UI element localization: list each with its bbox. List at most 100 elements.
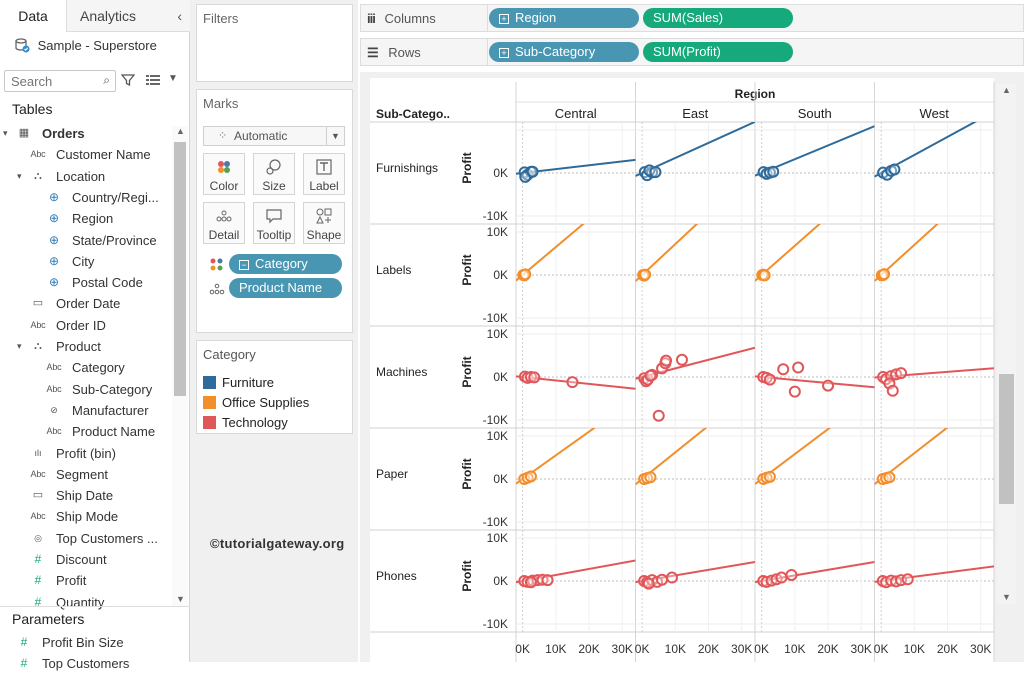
- category-color-pill[interactable]: − Category: [229, 254, 342, 274]
- scatter-point[interactable]: [758, 269, 771, 282]
- scatter-point[interactable]: [524, 470, 537, 483]
- color-button[interactable]: Color: [203, 153, 245, 195]
- scatter-point[interactable]: [895, 367, 908, 380]
- filters-card[interactable]: Filters: [196, 4, 353, 82]
- view-scrollbar[interactable]: ▲ ▼: [997, 84, 1016, 604]
- expand-caret-icon[interactable]: ▾: [3, 128, 8, 138]
- scatter-point[interactable]: [792, 361, 805, 374]
- scatter-point[interactable]: [901, 573, 914, 586]
- sum-profit-pill[interactable]: SUM(Profit): [643, 42, 793, 62]
- trend-line[interactable]: [874, 565, 995, 583]
- scatter-cell[interactable]: [516, 370, 636, 390]
- scatter-cell[interactable]: [635, 346, 756, 422]
- detail-button[interactable]: Detail: [203, 202, 245, 244]
- scatter-point[interactable]: [660, 354, 673, 367]
- scatter-point[interactable]: [822, 379, 835, 392]
- sub-category-row-pill[interactable]: + Sub-Category: [489, 42, 639, 62]
- scatter-point[interactable]: [642, 577, 655, 590]
- scatter-cell[interactable]: [874, 565, 995, 589]
- trend-line[interactable]: [755, 394, 875, 485]
- rows-shelf[interactable]: ☰ Rows + Sub-Category SUM(Profit): [360, 38, 1024, 66]
- trend-line[interactable]: [755, 176, 875, 282]
- trend-line[interactable]: [874, 391, 995, 485]
- tooltip-button[interactable]: Tooltip: [253, 202, 295, 244]
- scatter-point[interactable]: [528, 371, 541, 384]
- scatter-point[interactable]: [883, 471, 896, 484]
- scatter-cell[interactable]: [635, 122, 756, 182]
- legend-item[interactable]: Furniture: [203, 375, 274, 393]
- scatter-point[interactable]: [886, 384, 899, 397]
- scatter-point[interactable]: [541, 574, 554, 587]
- trend-line[interactable]: [635, 561, 756, 584]
- trend-line[interactable]: [516, 180, 636, 282]
- columns-shelf[interactable]: iii Columns + Region SUM(Sales): [360, 4, 1024, 32]
- datasource-item[interactable]: Sample - Superstore: [14, 37, 157, 53]
- label-button[interactable]: Label: [303, 153, 345, 195]
- scatter-cell[interactable]: [755, 394, 875, 485]
- search-input[interactable]: [9, 71, 95, 91]
- scatter-point[interactable]: [652, 409, 665, 422]
- expand-caret-icon[interactable]: ▾: [17, 341, 22, 351]
- trend-line[interactable]: [635, 170, 756, 282]
- product-name-detail-pill[interactable]: Product Name: [229, 278, 342, 298]
- trend-line[interactable]: [874, 112, 995, 178]
- scatter-cell[interactable]: [874, 391, 995, 485]
- view-list-icon[interactable]: [146, 74, 160, 86]
- trend-line[interactable]: [635, 388, 756, 486]
- scatter-cell[interactable]: [874, 367, 995, 397]
- scatter-cell[interactable]: [635, 170, 756, 282]
- legend-item[interactable]: Office Supplies: [203, 395, 309, 413]
- size-button[interactable]: Size: [253, 153, 295, 195]
- scatter-point[interactable]: [788, 385, 801, 398]
- trend-line[interactable]: [516, 559, 636, 584]
- scatter-point[interactable]: [524, 576, 537, 589]
- scatter-point[interactable]: [656, 573, 669, 586]
- scatter-point[interactable]: [644, 471, 657, 484]
- scatter-cell[interactable]: [755, 561, 875, 588]
- scatter-point[interactable]: [566, 376, 579, 389]
- data-pane-scrollbar[interactable]: ▲ ▼: [172, 126, 188, 606]
- scatter-cell[interactable]: [516, 559, 636, 589]
- trend-line[interactable]: [755, 561, 875, 584]
- view-dropdown-icon[interactable]: ▼: [168, 73, 178, 84]
- trend-line[interactable]: [874, 173, 995, 282]
- scatter-point[interactable]: [644, 369, 657, 382]
- region-column-pill[interactable]: + Region: [489, 8, 639, 28]
- scatter-cell[interactable]: [635, 561, 756, 590]
- scatter-cell[interactable]: [755, 125, 875, 180]
- trend-line[interactable]: [516, 399, 636, 485]
- scatter-point[interactable]: [767, 165, 780, 178]
- collapse-pane-icon[interactable]: ‹: [177, 8, 182, 24]
- scatter-cell[interactable]: [874, 112, 995, 181]
- mark-type-dropdown[interactable]: ⁘ Automatic ▼: [203, 126, 345, 146]
- scatter-cell[interactable]: [874, 173, 995, 282]
- tab-data[interactable]: Data: [18, 8, 48, 24]
- scatter-point[interactable]: [526, 165, 539, 178]
- scatter-point[interactable]: [878, 268, 891, 281]
- scatter-cell[interactable]: [516, 399, 636, 485]
- shape-button[interactable]: Shape: [303, 202, 345, 244]
- scatter-point[interactable]: [519, 268, 532, 281]
- scatter-point[interactable]: [777, 363, 790, 376]
- sum-sales-pill[interactable]: SUM(Sales): [643, 8, 793, 28]
- scatter-cell[interactable]: [516, 158, 636, 183]
- scatter-point[interactable]: [888, 163, 901, 176]
- filter-icon[interactable]: [121, 73, 135, 87]
- scatter-point[interactable]: [763, 373, 776, 386]
- scatter-cell[interactable]: [635, 388, 756, 486]
- scatter-point[interactable]: [639, 268, 652, 281]
- scatter-cell[interactable]: [755, 176, 875, 282]
- scatter-point[interactable]: [649, 166, 662, 179]
- scatter-point[interactable]: [675, 353, 688, 366]
- search-field[interactable]: ⌕: [4, 70, 116, 92]
- scatter-cell[interactable]: [516, 180, 636, 282]
- expand-caret-icon[interactable]: ▾: [17, 170, 22, 181]
- scatter-cell[interactable]: [755, 361, 875, 398]
- trend-line[interactable]: [874, 367, 995, 379]
- search-icon[interactable]: ⌕: [103, 73, 110, 87]
- scatter-point[interactable]: [775, 571, 788, 584]
- legend-item[interactable]: Technology: [203, 415, 288, 433]
- tab-analytics[interactable]: Analytics ‹: [66, 0, 190, 32]
- scatter-point[interactable]: [785, 568, 798, 581]
